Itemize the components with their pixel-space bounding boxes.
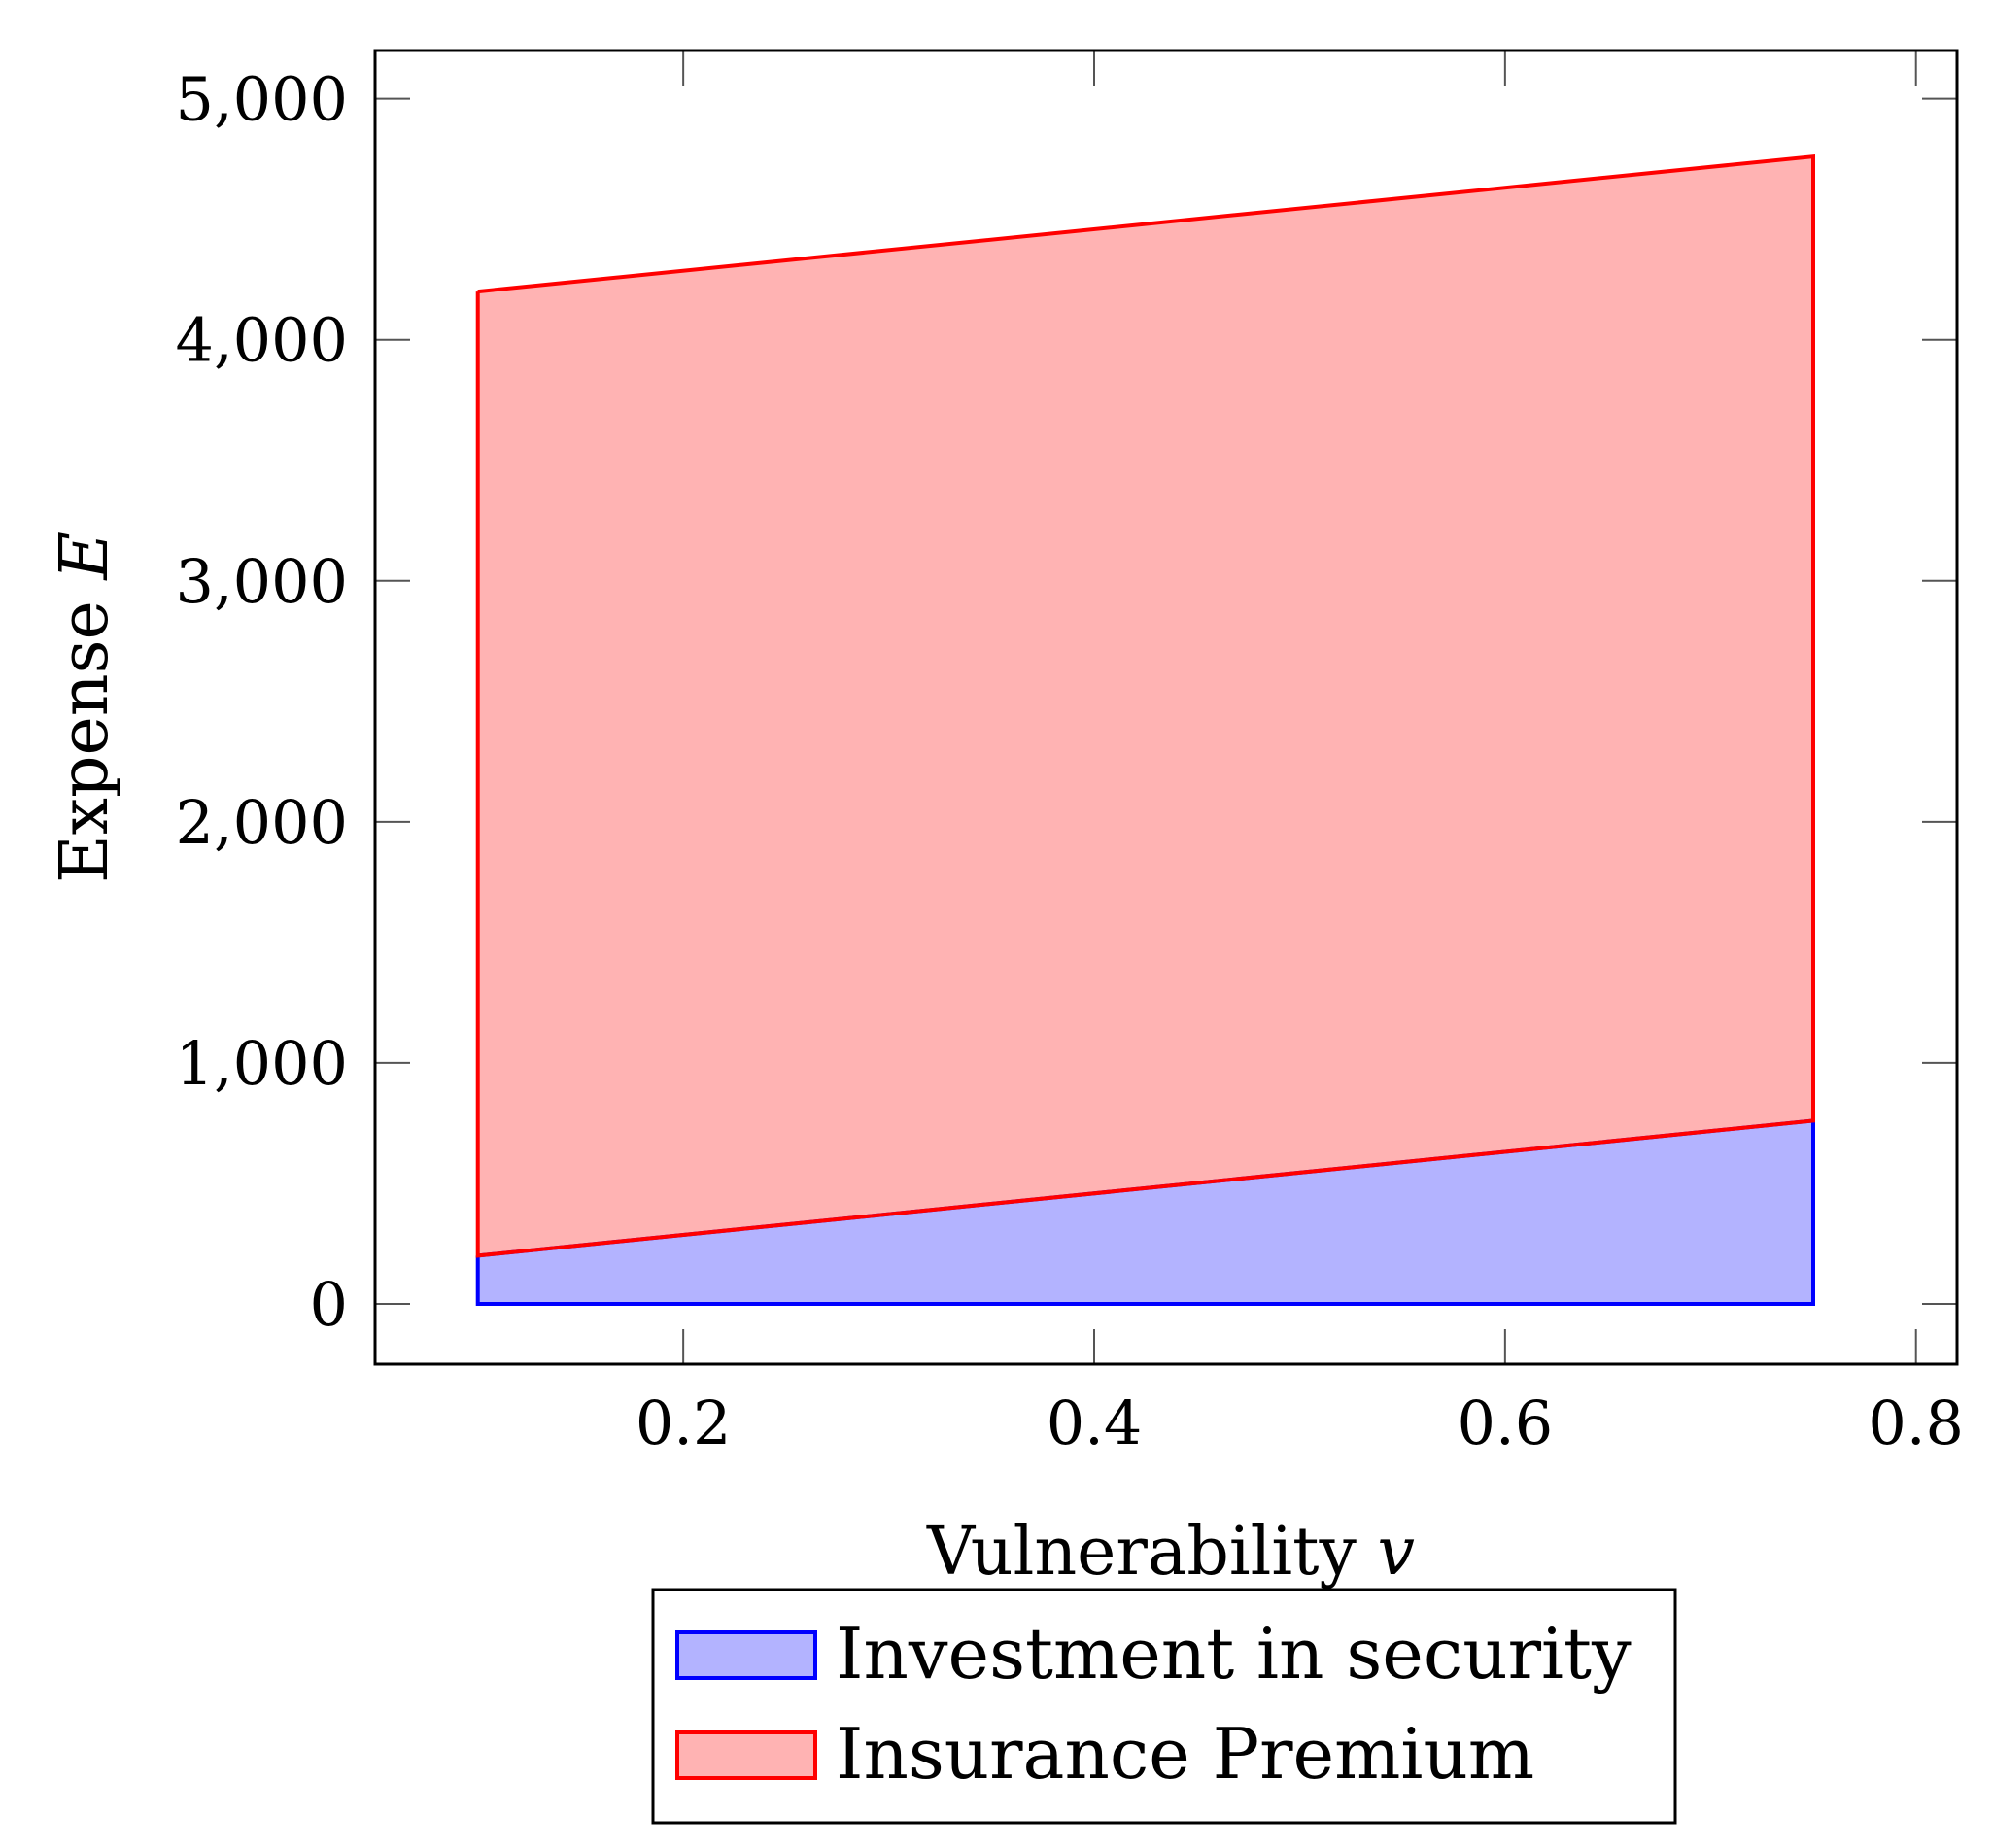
x-tick-label: 0.6 bbox=[1458, 1387, 1554, 1458]
y-tick-label: 4,000 bbox=[176, 305, 349, 376]
x-tick-label: 0.2 bbox=[636, 1387, 732, 1458]
legend: Investment in security Insurance Premium bbox=[651, 1588, 1677, 1825]
x-tick-labels: 0.2 0.4 0.6 0.8 bbox=[636, 1387, 1964, 1458]
x-axis-title: Vulnerability v bbox=[926, 1514, 1415, 1591]
legend-box bbox=[651, 1588, 1677, 1825]
legend-swatch-premium bbox=[675, 1730, 817, 1780]
area-layer bbox=[477, 156, 1813, 1304]
y-tick-label: 3,000 bbox=[176, 546, 349, 617]
series-outline-layer bbox=[475, 154, 1815, 1306]
y-tick-label: 2,000 bbox=[176, 787, 349, 858]
investment-area bbox=[477, 1120, 1813, 1304]
legend-swatch-investment bbox=[675, 1630, 817, 1680]
plot-frame bbox=[373, 49, 1959, 1366]
legend-label-premium: Insurance Premium bbox=[836, 1713, 1534, 1795]
tick-marks bbox=[375, 51, 1957, 1364]
y-axis-title: Expense E bbox=[47, 531, 123, 883]
x-tick-label: 0.8 bbox=[1868, 1387, 1964, 1458]
y-tick-label: 5,000 bbox=[176, 64, 349, 135]
premium-area bbox=[477, 156, 1813, 1256]
y-tick-label: 0 bbox=[310, 1269, 348, 1340]
legend-label-investment: Investment in security bbox=[836, 1613, 1632, 1694]
x-tick-label: 0.4 bbox=[1047, 1387, 1143, 1458]
premium-series-line bbox=[475, 154, 1815, 1258]
y-tick-labels: 0 1,000 2,000 3,000 4,000 5,000 bbox=[176, 64, 349, 1340]
y-tick-label: 1,000 bbox=[176, 1028, 349, 1099]
